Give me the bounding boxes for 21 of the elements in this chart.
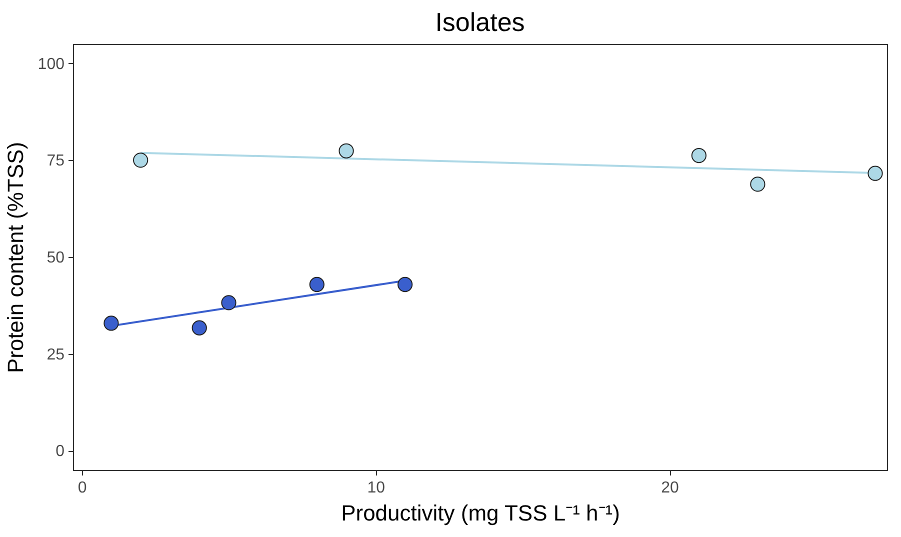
point: [104, 316, 119, 331]
y-tick-label: 50: [46, 250, 65, 266]
x-tick-label: 20: [661, 480, 680, 496]
y-tick-label: 0: [56, 443, 65, 460]
x-tick-label: 10: [367, 480, 386, 496]
x-axis-title: Productivity (mg TSS L⁻¹ h⁻¹): [341, 500, 620, 526]
y-tick-label: 75: [46, 152, 65, 170]
point: [750, 176, 766, 192]
point: [338, 143, 354, 158]
point: [192, 320, 207, 336]
x-tick-label: 0: [78, 480, 87, 496]
y-axis-title: Protein content (%TSS): [2, 142, 28, 374]
point: [309, 276, 324, 292]
point: [221, 295, 236, 310]
point: [868, 166, 883, 181]
point: [133, 152, 148, 168]
y-tick-label: 100: [38, 56, 65, 73]
y-tick-label: 25: [46, 346, 65, 364]
chart-title: Isolates: [435, 7, 525, 37]
point: [397, 276, 413, 292]
point: [691, 148, 706, 164]
